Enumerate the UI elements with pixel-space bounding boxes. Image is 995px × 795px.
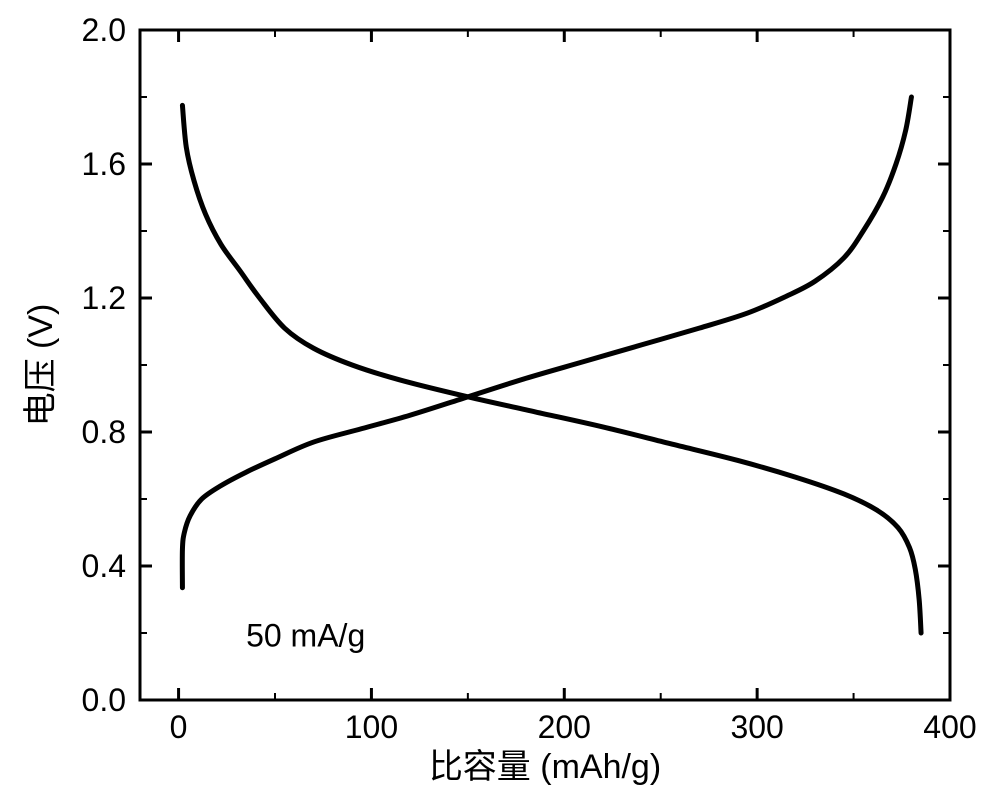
y-tick-label: 1.6 xyxy=(82,146,126,182)
y-tick-label: 2.0 xyxy=(82,12,126,48)
x-tick-label: 100 xyxy=(345,709,398,745)
x-tick-label: 400 xyxy=(923,709,976,745)
y-tick-label: 0.0 xyxy=(82,682,126,718)
x-tick-label: 200 xyxy=(538,709,591,745)
y-tick-label: 1.2 xyxy=(82,280,126,316)
chart-background xyxy=(0,0,995,795)
y-axis-label: 电压 (V) xyxy=(22,304,60,427)
rate-annotation: 50 mA/g xyxy=(246,617,365,653)
x-tick-label: 0 xyxy=(170,709,188,745)
chart-container: 0 100 200 300 400 0.0 0.4 0.8 1.2 1.6 2.0 比容量 (mAh/… xyxy=(0,0,995,795)
x-axis-label: 比容量 (mAh/g) xyxy=(429,748,661,786)
y-tick-label: 0.4 xyxy=(82,548,126,584)
voltage-capacity-chart: 0 100 200 300 400 0.0 0.4 0.8 1.2 1.6 2.0 比容量 (mAh/… xyxy=(0,0,995,795)
y-tick-label: 0.8 xyxy=(82,414,126,450)
x-tick-label: 300 xyxy=(730,709,783,745)
